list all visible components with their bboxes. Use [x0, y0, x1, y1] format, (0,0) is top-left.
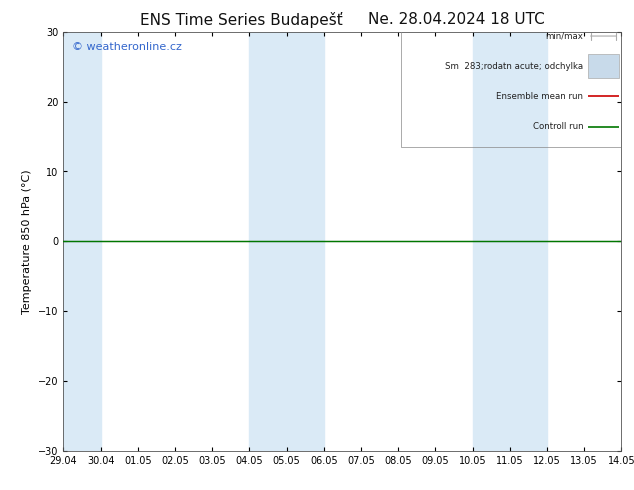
Bar [249, 32, 324, 451]
Text: min/max: min/max [545, 31, 583, 41]
Text: Ensemble mean run: Ensemble mean run [496, 92, 583, 101]
Bar [472, 32, 547, 451]
Text: Ne. 28.04.2024 18 UTC: Ne. 28.04.2024 18 UTC [368, 12, 545, 27]
Y-axis label: Temperature 850 hPa (°C): Temperature 850 hPa (°C) [22, 169, 32, 314]
Text: Sm  283;rodatn acute; odchylka: Sm 283;rodatn acute; odchylka [445, 62, 583, 71]
Bar [63, 32, 101, 451]
Text: © weatheronline.cz: © weatheronline.cz [72, 42, 182, 52]
FancyBboxPatch shape [588, 54, 619, 78]
Text: Controll run: Controll run [533, 122, 583, 131]
Text: ENS Time Series Budapešť: ENS Time Series Budapešť [139, 12, 342, 28]
